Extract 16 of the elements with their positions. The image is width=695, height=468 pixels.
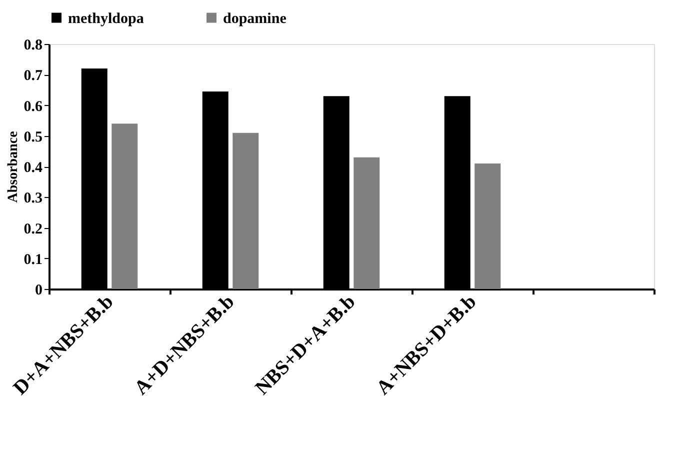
legend-label: methyldopa <box>68 10 144 27</box>
bar <box>474 163 501 289</box>
y-tick-label: 0.2 <box>24 221 42 238</box>
bar <box>354 157 380 289</box>
y-tick-label: 0.4 <box>24 160 43 176</box>
y-tick-label: 0.8 <box>24 38 42 54</box>
y-tick-label: 0 <box>35 282 42 298</box>
y-tick-label: 0.6 <box>24 98 43 115</box>
y-tick-label: 0.7 <box>24 68 43 84</box>
y-tick-label: 0.1 <box>24 252 42 268</box>
y-axis-title: Absorbance <box>6 131 21 203</box>
legend-label: dopamine <box>223 10 287 27</box>
y-tick-label: 0.5 <box>24 129 42 146</box>
bar <box>232 132 259 289</box>
bar <box>112 124 138 289</box>
y-tick-label: 0.3 <box>24 190 42 207</box>
